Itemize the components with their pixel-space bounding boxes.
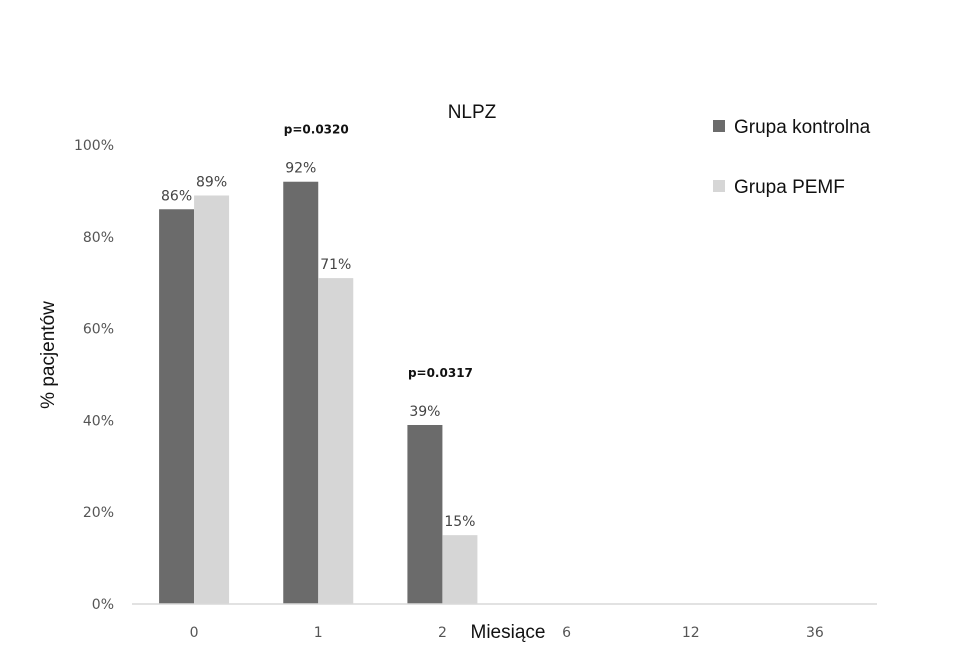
p-value-annotation: p=0.0320 xyxy=(284,123,349,137)
x-ticks: 0 1 2 6 12 36 xyxy=(190,625,824,641)
annotations: p=0.0320 p=0.0317 xyxy=(284,123,473,380)
x-tick-label: 36 xyxy=(806,625,824,641)
data-label: 92% xyxy=(285,161,316,177)
y-ticks: 0% 20% 40% 60% 80% 100% xyxy=(74,138,114,613)
legend-label: Grupa PEMF xyxy=(734,177,845,198)
data-label: 86% xyxy=(161,188,192,204)
bar-pemf-2 xyxy=(442,535,478,604)
x-tick-label: 12 xyxy=(682,625,700,641)
bar-kontrolna-2 xyxy=(407,424,443,604)
y-axis-label: % pacjentów xyxy=(38,301,59,409)
x-tick-label: 2 xyxy=(438,625,447,641)
data-label: 39% xyxy=(409,404,440,420)
y-tick-label: 20% xyxy=(83,505,114,521)
legend-label: Grupa kontrolna xyxy=(734,117,871,138)
y-tick-label: 80% xyxy=(83,230,114,246)
y-tick-label: 40% xyxy=(83,413,114,429)
y-tick-label: 0% xyxy=(92,597,114,613)
legend-swatch xyxy=(713,120,725,132)
bar-pemf-0 xyxy=(194,195,230,605)
data-labels: 86% 92% 39% 89% 71% 15% xyxy=(161,161,475,530)
y-tick-label: 60% xyxy=(83,322,114,338)
bar-pemf-1 xyxy=(318,278,354,604)
data-label: 89% xyxy=(196,174,227,190)
legend-swatch xyxy=(713,180,725,192)
data-label: 71% xyxy=(320,257,351,273)
x-tick-label: 1 xyxy=(314,625,323,641)
bars xyxy=(159,181,478,605)
legend: Grupa kontrolna Grupa PEMF xyxy=(713,117,871,198)
x-tick-label: 0 xyxy=(190,625,199,641)
bar-kontrolna-0 xyxy=(159,209,195,604)
x-tick-label: 6 xyxy=(562,625,571,641)
y-tick-label: 100% xyxy=(74,138,114,154)
p-value-annotation: p=0.0317 xyxy=(408,366,473,380)
bar-kontrolna-1 xyxy=(283,181,319,604)
chart-title: NLPZ xyxy=(448,102,497,123)
x-axis-label: Miesiące xyxy=(471,622,546,643)
data-label: 15% xyxy=(444,514,475,530)
